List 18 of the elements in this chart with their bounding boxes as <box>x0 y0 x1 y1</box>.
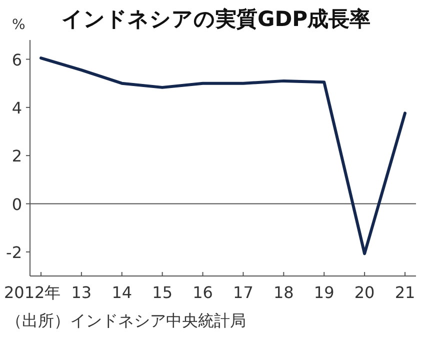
x-tick-label: 2012年 <box>4 283 61 302</box>
y-tick-label: 2 <box>12 146 22 166</box>
x-tick-label: 18 <box>273 283 294 302</box>
x-tick-label: 21 <box>394 283 416 302</box>
y-tick-label: 4 <box>12 98 22 118</box>
y-tick-label: 6 <box>12 50 22 70</box>
x-tick-label: 15 <box>152 283 173 302</box>
text: （出所）インドネシア中央統計局 <box>6 311 246 330</box>
x-tick-label: 16 <box>192 283 213 302</box>
chart-title: インドネシアの実質GDP成長率 <box>61 7 371 31</box>
x-tick-label: 19 <box>314 283 334 302</box>
y-axis-title: % <box>12 17 26 33</box>
x-tick-label: 14 <box>112 283 132 302</box>
y-tick-label: 0 <box>12 194 22 214</box>
x-tick-label: 20 <box>354 283 375 302</box>
y-tick-label: -2 <box>6 242 22 262</box>
x-tick-label: 17 <box>233 283 254 302</box>
x-tick-label: 13 <box>71 283 92 302</box>
